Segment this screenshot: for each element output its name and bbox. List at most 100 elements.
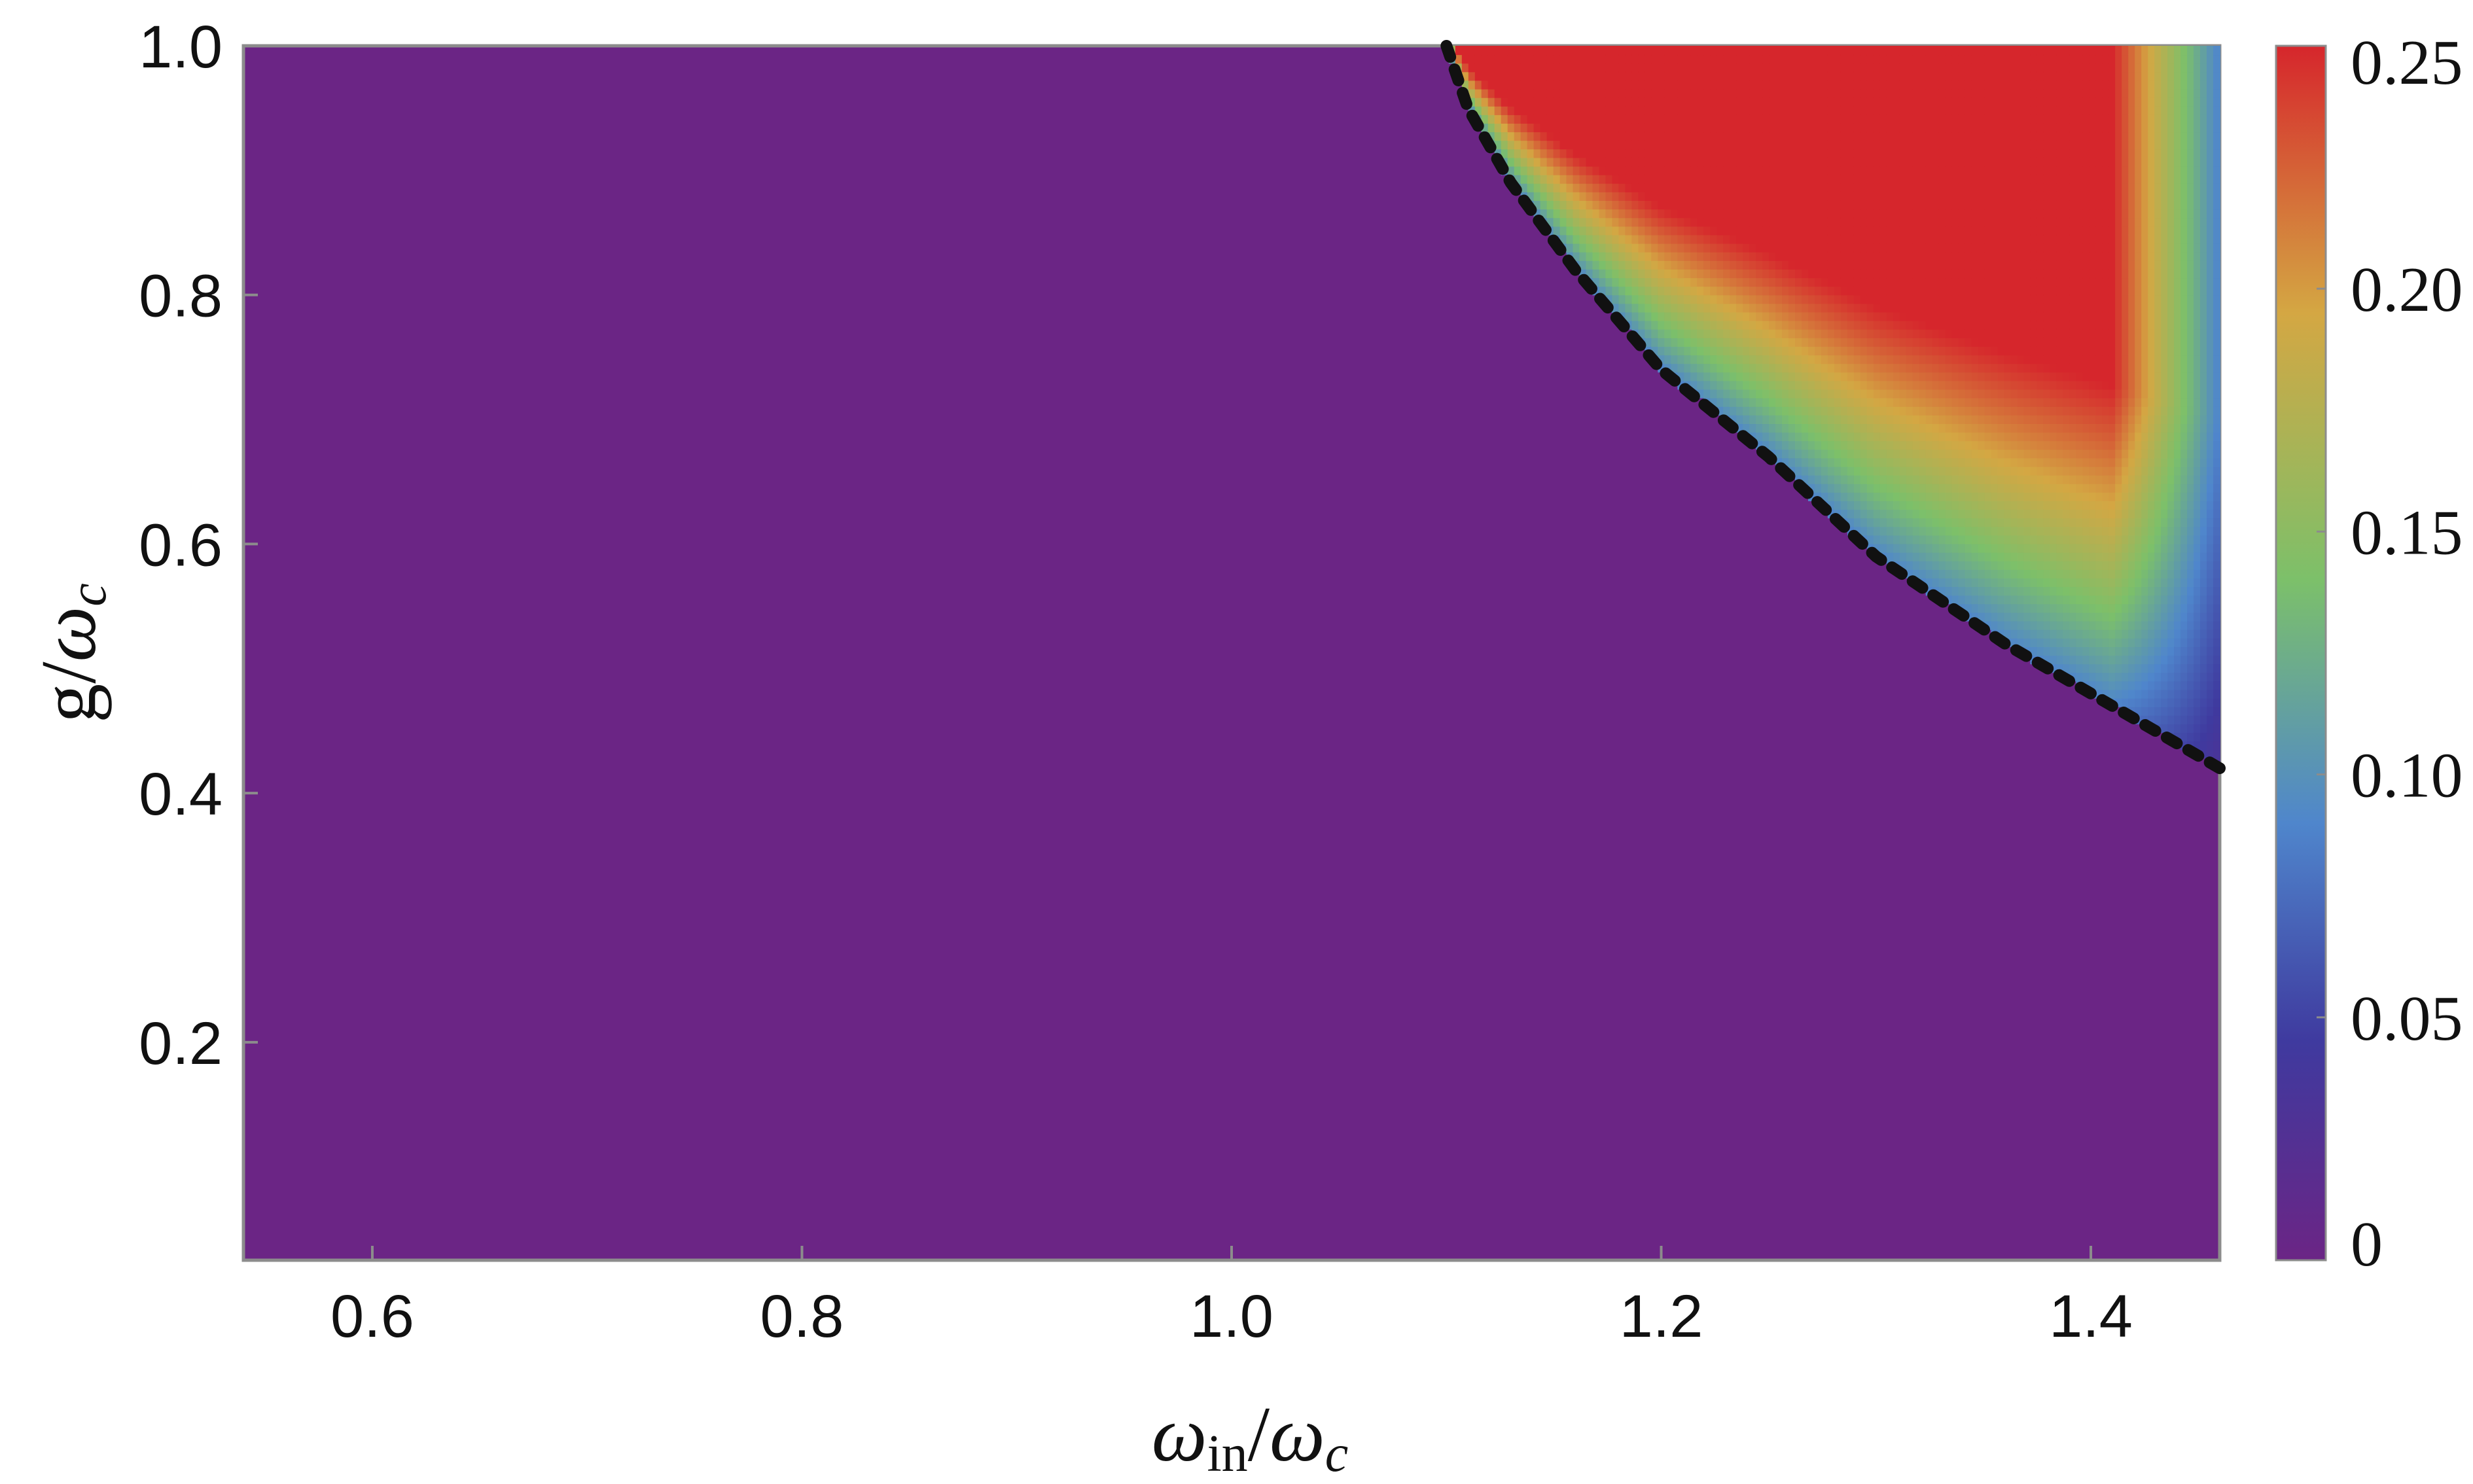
heat-cell [1697, 346, 1705, 356]
heat-cell [1514, 174, 1521, 184]
heat-cell [1945, 97, 1953, 107]
heat-cell [1710, 234, 1718, 244]
heat-cell [2056, 449, 2064, 459]
heat-cell [1866, 251, 1874, 261]
heat-cell [1853, 123, 1861, 133]
heat-cell [2076, 337, 2084, 347]
heat-cell [1631, 311, 1639, 321]
heat-cell [2069, 432, 2077, 442]
heat-cell [1618, 209, 1626, 219]
heat-cell [1658, 88, 1665, 98]
heat-cell [2082, 311, 2090, 321]
heat-cell [1769, 286, 1777, 296]
heat-cell [1945, 114, 1953, 124]
heat-cell [1879, 526, 1887, 536]
heat-cell [1873, 294, 1881, 304]
heat-cell [2102, 88, 2110, 98]
heat-cell [2108, 449, 2116, 459]
heat-cell [1599, 63, 1607, 73]
heat-cell [1886, 483, 1894, 493]
heat-cell [1893, 200, 1900, 210]
heat-cell [2037, 432, 2044, 442]
heat-cell [2122, 260, 2129, 270]
heat-cell [2030, 166, 2038, 175]
heat-cell [1958, 80, 1966, 90]
heat-cell [1945, 355, 1953, 364]
heat-cell [1919, 543, 1927, 553]
heat-cell [1945, 535, 1953, 544]
heat-cell [1612, 88, 1620, 98]
heat-cell [1664, 80, 1672, 90]
heat-cell [2089, 655, 2097, 665]
heat-cell [1866, 260, 1874, 270]
heat-cell [2076, 586, 2084, 596]
heat-cell [1860, 501, 1868, 510]
heat-cell [1625, 123, 1633, 133]
heat-cell [1853, 457, 1861, 467]
heat-cell [1938, 501, 1946, 510]
heat-cell [1899, 560, 1907, 570]
heat-cell [2037, 337, 2044, 347]
heat-cell [1965, 234, 1972, 244]
heat-cell [2095, 509, 2103, 519]
heat-cell [2076, 629, 2084, 639]
heat-cell [1710, 46, 1718, 56]
heat-cell [1690, 123, 1698, 133]
heat-cell [1730, 311, 1737, 321]
heat-cell [1984, 543, 1992, 553]
heat-cell [2010, 88, 2018, 98]
heat-cell [1559, 191, 1567, 201]
heat-cell [1677, 346, 1685, 356]
heat-cell [2037, 303, 2044, 313]
heat-cell [1912, 389, 1920, 398]
heat-cell [2056, 183, 2064, 192]
heat-cell [1788, 380, 1796, 390]
heat-cell [1925, 432, 1933, 442]
heat-cell [1932, 286, 1940, 296]
heat-cell [1866, 440, 1874, 450]
heat-cell [1540, 174, 1548, 184]
heat-cell [2095, 140, 2103, 150]
heat-cell [1978, 380, 1985, 390]
heat-cell [1697, 166, 1705, 175]
heat-cell [1925, 320, 1933, 330]
heat-cell [1893, 54, 1900, 64]
heat-cell [2128, 612, 2136, 622]
heat-cell [1540, 132, 1548, 141]
heat-cell [1553, 63, 1561, 73]
heat-cell [1717, 337, 1724, 347]
heat-cell [1697, 97, 1705, 107]
heat-cell [1951, 54, 1959, 64]
heat-cell [2010, 474, 2018, 484]
heat-cell [1840, 71, 1848, 81]
heat-cell [1717, 123, 1724, 133]
heat-cell [2122, 157, 2129, 167]
heat-cell [1997, 80, 2005, 90]
heat-cell [2122, 277, 2129, 287]
heat-cell [2023, 389, 2031, 398]
heat-cell [1540, 54, 1548, 64]
heat-cell [1899, 286, 1907, 296]
heat-cell [2023, 191, 2031, 201]
heat-cell [2004, 260, 2012, 270]
heat-cell [1945, 200, 1953, 210]
heat-cell [2050, 166, 2057, 175]
heat-cell [2004, 355, 2012, 364]
heat-cell [2037, 560, 2044, 570]
heat-cell [1507, 97, 1515, 107]
heat-cell [1474, 71, 1482, 81]
heat-cell [2108, 646, 2116, 656]
heat-cell [1984, 372, 1992, 381]
heat-cell [2115, 655, 2123, 665]
heat-cell [1736, 174, 1744, 184]
heat-cell [1651, 80, 1659, 90]
heat-cell [1507, 149, 1515, 158]
heat-cell [1612, 63, 1620, 73]
heat-cell [1912, 432, 1920, 442]
heat-cell [2128, 646, 2136, 656]
heat-cell [1808, 46, 1815, 56]
heat-cell [1938, 346, 1946, 356]
heat-cell [1965, 518, 1972, 527]
heat-cell [1925, 209, 1933, 219]
heat-cell [1618, 149, 1626, 158]
